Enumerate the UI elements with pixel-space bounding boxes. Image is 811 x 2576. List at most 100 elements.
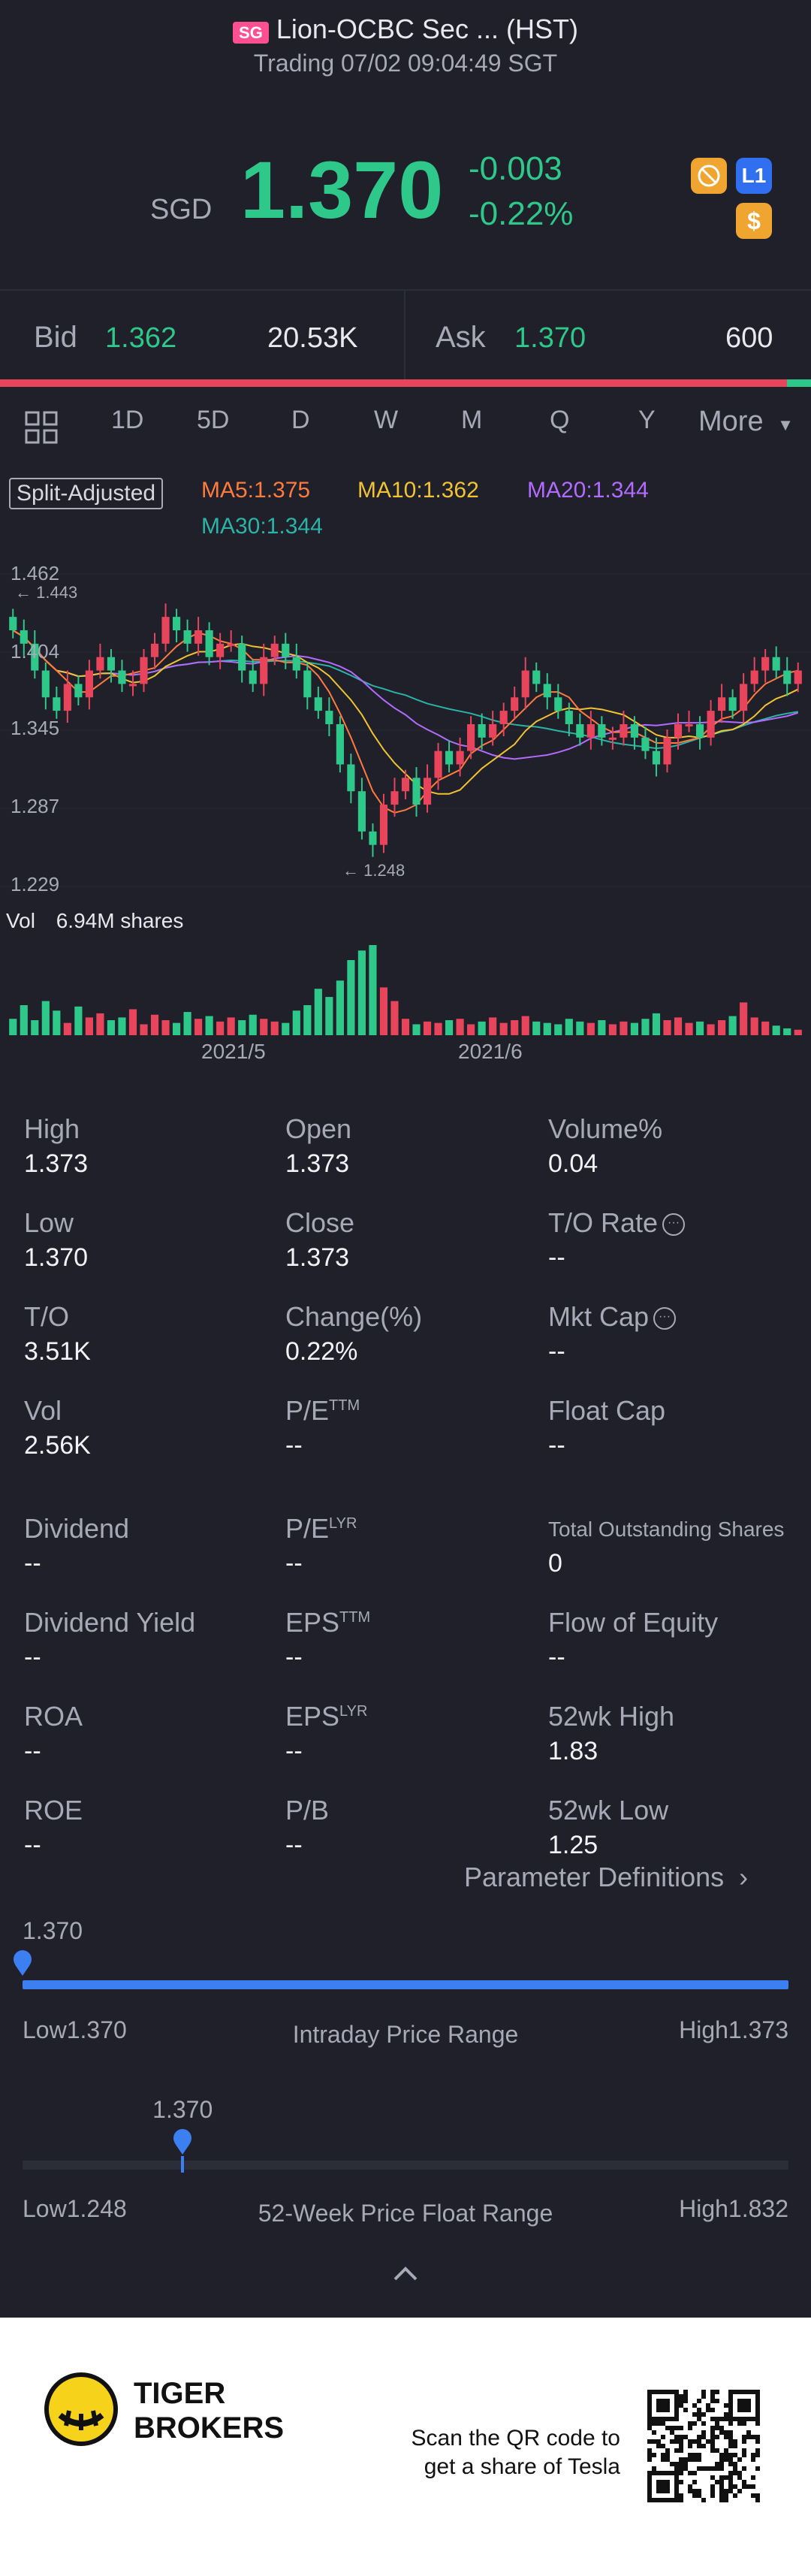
candle[interactable]	[445, 750, 454, 765]
candle[interactable]	[630, 723, 639, 738]
candle[interactable]	[347, 764, 355, 792]
candle[interactable]	[565, 711, 573, 724]
qr-module	[697, 2417, 701, 2421]
candle[interactable]	[685, 723, 693, 726]
candle[interactable]	[740, 684, 748, 711]
candle[interactable]	[608, 737, 617, 740]
qr-module	[679, 2471, 683, 2475]
layout-grid-icon[interactable]	[24, 410, 59, 448]
tab-more[interactable]: More ▼	[698, 406, 794, 438]
tab-q[interactable]: Q	[550, 406, 570, 434]
candle[interactable]	[216, 643, 225, 657]
candle[interactable]	[586, 723, 595, 738]
candle[interactable]	[478, 723, 486, 738]
candle[interactable]	[598, 723, 606, 738]
tab-m[interactable]: M	[461, 406, 483, 434]
tab-5d[interactable]: 5D	[197, 406, 230, 434]
candle[interactable]	[695, 723, 704, 738]
candle[interactable]	[728, 697, 737, 711]
candle[interactable]	[53, 697, 61, 711]
candle[interactable]	[74, 684, 83, 698]
candle[interactable]	[249, 670, 257, 684]
stat-value: 1.373	[285, 1149, 350, 1178]
candle[interactable]	[707, 711, 715, 738]
candle[interactable]	[140, 657, 148, 684]
tab-y[interactable]: Y	[638, 406, 656, 434]
candle[interactable]	[423, 778, 432, 805]
candle[interactable]	[434, 750, 442, 778]
candle[interactable]	[292, 657, 300, 671]
candle[interactable]	[456, 750, 464, 765]
candle[interactable]	[31, 643, 39, 671]
candle[interactable]	[412, 778, 421, 805]
candle[interactable]	[543, 684, 551, 698]
candle[interactable]	[652, 750, 661, 765]
candle[interactable]	[379, 805, 388, 845]
qr-module	[688, 2444, 692, 2448]
candle[interactable]	[783, 670, 791, 684]
candle[interactable]	[489, 723, 497, 738]
volume-bar	[96, 1013, 104, 1035]
candle[interactable]	[20, 630, 28, 644]
candle[interactable]	[194, 630, 203, 644]
candle[interactable]	[118, 670, 126, 684]
split-adjusted-toggle[interactable]: Split-Adjusted	[9, 478, 164, 509]
candle[interactable]	[325, 711, 333, 724]
candle[interactable]	[521, 670, 529, 698]
candle[interactable]	[260, 657, 268, 684]
candle[interactable]	[227, 643, 235, 646]
candle[interactable]	[183, 630, 191, 644]
candle[interactable]	[107, 657, 116, 671]
candle[interactable]	[41, 670, 50, 698]
candle[interactable]	[750, 670, 758, 684]
no-short-icon[interactable]	[691, 158, 727, 194]
candle[interactable]	[467, 723, 475, 751]
candle[interactable]	[532, 670, 541, 684]
dollar-icon[interactable]: $	[736, 203, 772, 239]
last-price: 1.370	[240, 144, 444, 235]
candle[interactable]	[128, 684, 137, 687]
candle[interactable]	[663, 737, 671, 765]
tab-d[interactable]: D	[291, 406, 310, 434]
candle[interactable]	[761, 657, 770, 671]
candle[interactable]	[357, 791, 366, 832]
candle[interactable]	[314, 697, 322, 711]
candle[interactable]	[63, 684, 71, 711]
candle[interactable]	[150, 643, 159, 657]
chevron-up-icon[interactable]	[392, 2264, 419, 2286]
candle[interactable]	[794, 670, 802, 684]
candle[interactable]	[674, 723, 683, 738]
info-icon[interactable]: ···	[653, 1307, 677, 1330]
candle[interactable]	[620, 723, 628, 738]
candle[interactable]	[576, 723, 584, 738]
candle[interactable]	[554, 697, 562, 711]
candle[interactable]	[369, 831, 377, 845]
candle[interactable]	[9, 617, 17, 630]
candle[interactable]	[772, 657, 780, 671]
candle[interactable]	[718, 697, 726, 711]
candle[interactable]	[303, 670, 312, 698]
candle[interactable]	[85, 670, 93, 698]
candle[interactable]	[336, 723, 344, 765]
candle[interactable]	[205, 630, 213, 657]
candle[interactable]	[161, 617, 170, 644]
qr-module	[661, 2435, 665, 2439]
level1-icon[interactable]: L1	[736, 158, 772, 194]
stock-title-row[interactable]: SG Lion-OCBC Sec ... (HST)	[0, 14, 811, 45]
candle[interactable]	[282, 643, 290, 657]
info-icon[interactable]: ···	[662, 1213, 686, 1237]
candle[interactable]	[172, 617, 181, 630]
parameter-definitions-link[interactable]: Parameter Definitions ›	[464, 1862, 748, 1893]
candle[interactable]	[96, 657, 104, 671]
tab-w[interactable]: W	[374, 406, 399, 434]
candlestick-chart[interactable]	[0, 556, 811, 894]
candle[interactable]	[511, 697, 519, 711]
candle[interactable]	[238, 643, 246, 671]
candle[interactable]	[270, 643, 279, 657]
volume-chart[interactable]	[0, 939, 811, 1035]
candle[interactable]	[401, 778, 410, 792]
candle[interactable]	[390, 791, 399, 805]
candle[interactable]	[499, 711, 508, 724]
tab-1d[interactable]: 1D	[111, 406, 144, 434]
candle[interactable]	[641, 737, 650, 751]
